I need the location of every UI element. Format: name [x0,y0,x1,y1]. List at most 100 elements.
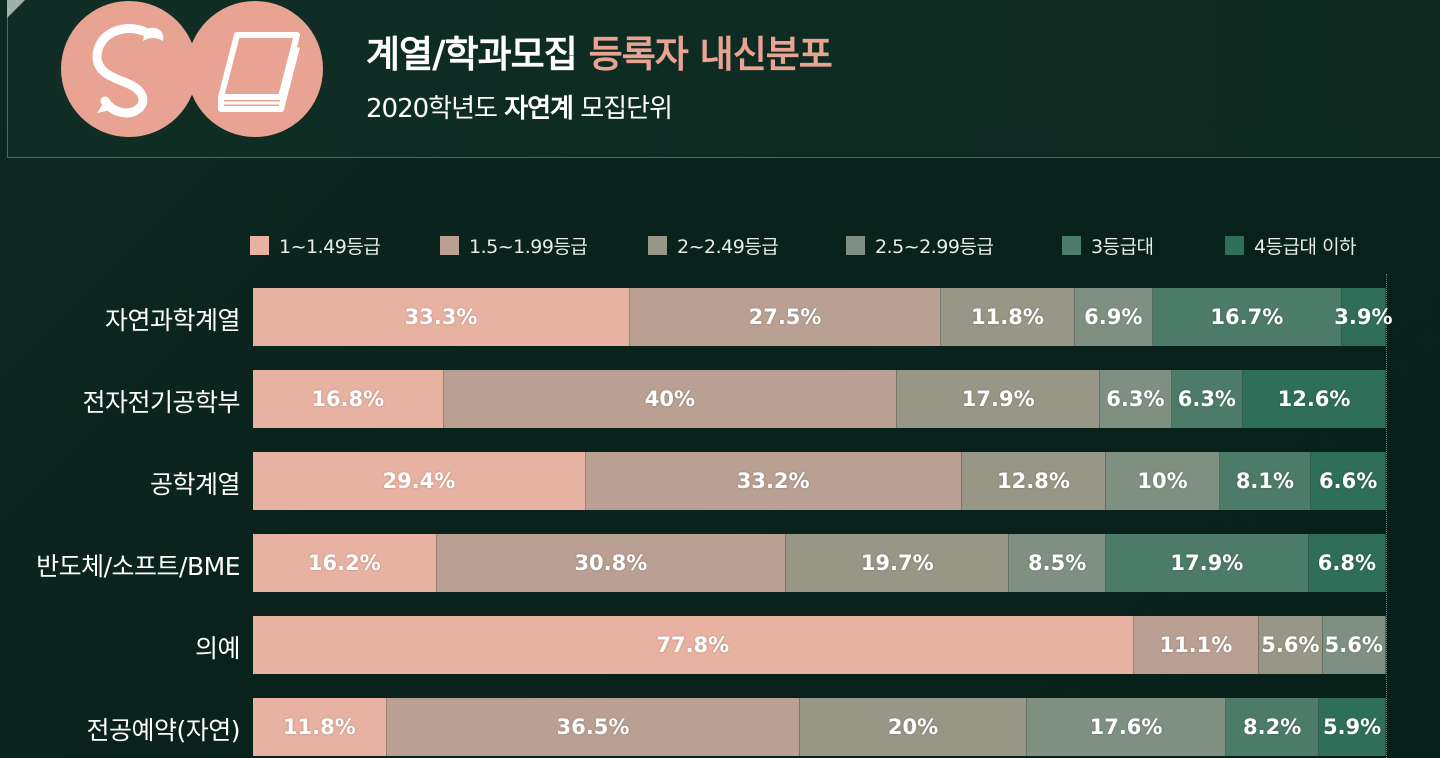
subtitle-unit: 모집단위 [580,94,673,124]
data-label: 12.8% [997,469,1070,493]
data-label: 8.2% [1243,715,1302,739]
data-label: 8.5% [1028,551,1087,575]
bar-segment: 12.8% [961,452,1107,510]
bar-segment: 40% [443,370,898,428]
bar-segment: 6.3% [1171,370,1244,428]
logo-icon [92,24,164,118]
data-label: 40% [644,387,695,411]
legend-swatch [440,236,459,255]
data-label: 5.9% [1322,715,1382,739]
bar-segment: 6.3% [1100,370,1172,428]
data-label: 27.5% [748,305,822,329]
data-label: 33.2% [736,469,810,493]
data-label: 10% [1137,469,1188,493]
bar-row: 11.8% 36.5% 20% 17.6% 8.2% 5.9% [253,698,1386,756]
bar-segment: 6.8% [1308,534,1386,592]
bar-segment: 5.9% [1319,698,1386,756]
legend-item: 2~2.49등급 [648,232,779,259]
data-label: 3.9% [1334,305,1393,329]
bar-segment: 11.8% [941,288,1075,346]
data-label: 5.6% [1324,633,1383,657]
bar-segment: 20% [800,698,1027,756]
bar-row: 29.4% 33.2% 12.8% 10% 8.1% 6.6% [253,452,1386,510]
legend-label: 4등급대 이하 [1254,236,1357,258]
title-accent: 등록자 내신분포 [588,33,833,76]
bar-segment: 8.5% [1009,534,1106,592]
bar-row: 16.2% 30.8% 19.7% 8.5% 17.9% 6.8% [253,534,1386,592]
bar-segment: 19.7% [786,534,1010,592]
bar-segment: 33.3% [253,288,630,346]
bar-segment: 29.4% [253,452,586,510]
legend-label: 3등급대 [1091,236,1154,258]
bar-segment: 16.7% [1152,288,1342,346]
data-label: 17.9% [961,387,1035,411]
legend-item: 4등급대 이하 [1225,232,1357,259]
bar-segment: 36.5% [386,698,801,756]
bar-segment: 10% [1106,452,1220,510]
data-label: 16.2% [307,551,381,575]
data-label: 11.1% [1159,633,1233,657]
bar-segment: 8.2% [1226,698,1320,756]
bar-segment: 8.1% [1219,452,1312,510]
data-label: 77.8% [656,633,730,657]
data-label: 29.4% [382,469,456,493]
legend-swatch [846,236,865,255]
data-label: 6.6% [1319,469,1378,493]
bar-segment: 5.6% [1322,616,1386,674]
subtitle-track: 자연계 [504,94,574,124]
corner-triangle [7,0,27,18]
data-label: 16.7% [1210,305,1284,329]
legend-swatch [1062,236,1081,255]
category-label: 전공예약(자연) [86,716,240,745]
data-label: 5.6% [1261,633,1320,657]
bar-segment: 11.8% [253,698,387,756]
legend-item: 1~1.49등급 [250,232,381,259]
bar-segment: 6.9% [1074,288,1153,346]
bar-segment: 17.6% [1026,698,1227,756]
bar-segment: 6.6% [1311,452,1386,510]
data-label: 17.9% [1170,551,1244,575]
data-label: 20% [887,715,939,739]
bar-segment: 30.8% [436,534,787,592]
category-label: 의예 [194,634,241,663]
legend-swatch [1225,236,1244,255]
category-label: 반도체/소프트/BME [36,552,240,581]
bar-segment: 16.8% [253,370,444,428]
page-subtitle: 2020학년도 자연계 모집단위 [366,88,673,125]
data-label: 11.8% [282,715,356,739]
legend-label: 1~1.49등급 [279,236,381,258]
data-label: 11.8% [971,305,1044,329]
legend-item: 1.5~1.99등급 [440,232,588,259]
legend-item: 2.5~2.99등급 [846,232,994,259]
legend-label: 2~2.49등급 [677,236,779,258]
data-label: 6.8% [1317,551,1377,575]
data-label: 33.3% [404,305,478,329]
bar-row: 77.8% 11.1% 5.6% 5.6% [253,616,1386,674]
data-label: 6.9% [1084,305,1143,329]
category-label: 자연과학계열 [104,306,241,335]
gridline-right [1386,274,1387,758]
page-title: 계열/학과모집 등록자 내신분포 [366,24,833,78]
legend-swatch [648,236,667,255]
logo-circle [61,1,197,137]
bar-segment: 11.1% [1133,616,1260,674]
title-main: 계열/학과모집 [366,33,578,76]
bar-row: 33.3% 27.5% 11.8% 6.9% 16.7% 3.9% [253,288,1393,346]
book-circle [187,1,323,137]
subtitle-year: 2020학년도 [366,94,498,124]
data-label: 6.3% [1177,387,1236,411]
data-label: 16.8% [311,387,385,411]
data-label: 17.6% [1089,715,1163,739]
legend-swatch [250,236,269,255]
data-label: 19.7% [860,551,934,575]
legend-label: 1.5~1.99등급 [469,236,588,258]
bar-segment: 17.9% [1105,534,1309,592]
bar-segment: 33.2% [585,452,962,510]
bar-segment: 77.8% [253,616,1134,674]
bar-segment: 3.9% [1334,288,1393,346]
book-icon [218,32,300,112]
data-label: 12.6% [1277,387,1351,411]
bar-row: 16.8% 40% 17.9% 6.3% 6.3% 12.6% [253,370,1386,428]
data-label: 8.1% [1235,469,1295,493]
bar-segment: 12.6% [1243,370,1386,428]
